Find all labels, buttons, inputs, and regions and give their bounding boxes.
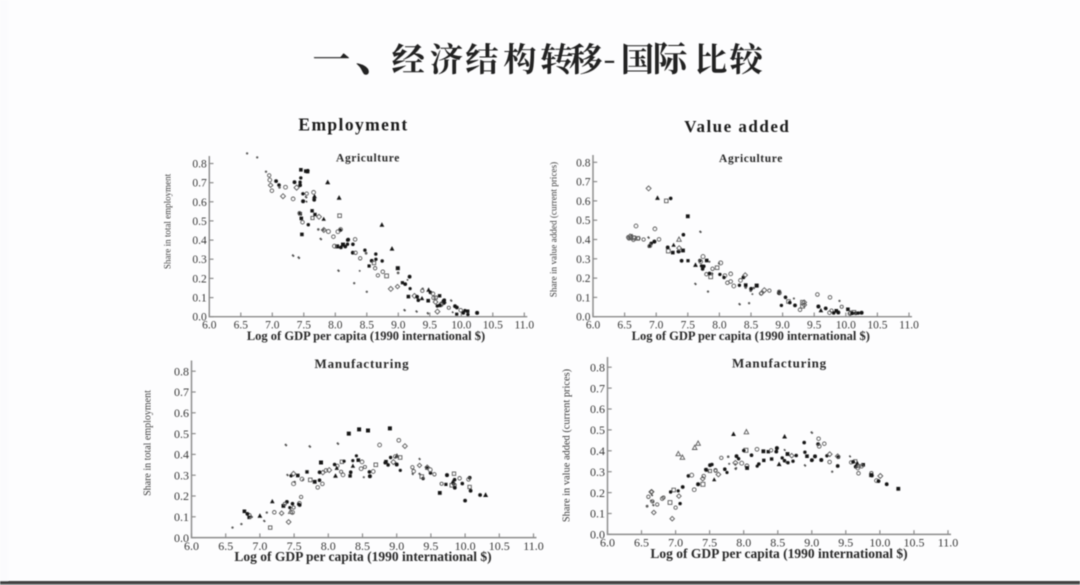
svg-text:0.6: 0.6 [576, 196, 591, 208]
svg-text:9.0: 9.0 [389, 539, 404, 553]
svg-text:6.5: 6.5 [634, 536, 649, 550]
svg-text:10.5: 10.5 [904, 536, 925, 550]
svg-text:0.7: 0.7 [576, 177, 591, 189]
svg-text:8.5: 8.5 [360, 320, 375, 332]
svg-text:Manufacturing: Manufacturing [732, 356, 827, 371]
svg-text:7.0: 7.0 [252, 539, 267, 553]
svg-text:8.0: 8.0 [736, 536, 751, 550]
svg-text:11.0: 11.0 [514, 320, 534, 332]
svg-text:0.7: 0.7 [174, 385, 189, 399]
svg-text:0.6: 0.6 [192, 197, 207, 209]
svg-text:6.0: 6.0 [202, 320, 217, 332]
svg-text:Log of GDP per capita (1990 in: Log of GDP per capita (1990 internationa… [650, 546, 907, 561]
svg-text:0.0: 0.0 [192, 312, 207, 324]
svg-text:8.5: 8.5 [744, 320, 759, 332]
svg-text:11.0: 11.0 [523, 539, 544, 553]
svg-text:11.0: 11.0 [938, 536, 959, 550]
svg-text:Manufacturing: Manufacturing [315, 356, 410, 371]
svg-text:0.1: 0.1 [576, 292, 591, 304]
svg-text:Share in value added (current: Share in value added (current prices) [562, 369, 573, 522]
svg-text:Agriculture: Agriculture [719, 153, 783, 165]
svg-text:7.5: 7.5 [681, 320, 696, 332]
svg-text:0.5: 0.5 [174, 427, 189, 441]
svg-text:11.0: 11.0 [899, 320, 919, 332]
svg-text:8.5: 8.5 [355, 539, 370, 553]
svg-text:9.5: 9.5 [807, 320, 822, 332]
svg-text:Share in value added (current: Share in value added (current prices) [549, 162, 559, 297]
svg-text:0.7: 0.7 [590, 381, 605, 395]
svg-text:10.0: 10.0 [451, 320, 471, 332]
svg-text:10.0: 10.0 [869, 536, 890, 550]
svg-text:8.0: 8.0 [321, 539, 336, 553]
svg-text:0.0: 0.0 [576, 312, 591, 324]
svg-text:0.5: 0.5 [590, 423, 605, 437]
svg-text:0.6: 0.6 [174, 406, 189, 420]
svg-text:9.0: 9.0 [775, 320, 790, 332]
svg-text:7.0: 7.0 [265, 320, 280, 332]
svg-text:0.2: 0.2 [174, 489, 189, 503]
svg-text:Value added: Value added [684, 117, 790, 136]
svg-text:6.0: 6.0 [600, 536, 615, 550]
svg-text:0.6: 0.6 [590, 402, 605, 416]
svg-text:7.5: 7.5 [297, 320, 312, 332]
svg-text:0.4: 0.4 [174, 448, 189, 462]
svg-text:8.5: 8.5 [770, 536, 785, 550]
svg-text:0.1: 0.1 [590, 507, 605, 521]
svg-text:7.5: 7.5 [702, 536, 717, 550]
svg-text:Share in total employment: Share in total employment [143, 390, 154, 496]
svg-text:0.1: 0.1 [174, 510, 189, 524]
svg-text:0.0: 0.0 [590, 528, 605, 542]
svg-text:0.4: 0.4 [192, 235, 207, 247]
svg-text:0.0: 0.0 [174, 531, 189, 545]
svg-text:0.5: 0.5 [192, 216, 207, 228]
svg-text:7.0: 7.0 [668, 536, 683, 550]
svg-text:9.5: 9.5 [423, 539, 438, 553]
svg-text:0.8: 0.8 [576, 157, 591, 169]
svg-text:Log of GDP per capita (1990 in: Log of GDP per capita (1990 internationa… [247, 329, 485, 343]
svg-text:Log of GDP per capita (1990 in: Log of GDP per capita (1990 internationa… [234, 549, 491, 564]
svg-text:0.3: 0.3 [576, 254, 591, 266]
svg-text:10.0: 10.0 [836, 320, 856, 332]
svg-text:0.7: 0.7 [192, 178, 207, 190]
svg-text:0.3: 0.3 [590, 465, 605, 479]
svg-text:6.5: 6.5 [617, 320, 632, 332]
svg-text:0.3: 0.3 [192, 254, 207, 266]
svg-text:0.2: 0.2 [576, 273, 591, 285]
svg-text:0.8: 0.8 [192, 159, 207, 171]
svg-text:0.4: 0.4 [576, 235, 591, 247]
svg-text:6.5: 6.5 [234, 320, 249, 332]
svg-text:7.0: 7.0 [649, 320, 664, 332]
svg-text:9.0: 9.0 [804, 536, 819, 550]
svg-text:8.0: 8.0 [328, 320, 343, 332]
svg-text:7.5: 7.5 [287, 539, 302, 553]
svg-text:0.2: 0.2 [590, 486, 605, 500]
svg-text:0.8: 0.8 [590, 360, 605, 374]
svg-text:Log of GDP per capita (1990 in: Log of GDP per capita (1990 internationa… [632, 329, 870, 343]
svg-text:9.5: 9.5 [423, 320, 438, 332]
svg-text:Agriculture: Agriculture [336, 153, 400, 165]
svg-text:10.5: 10.5 [867, 320, 887, 332]
svg-text:0.5: 0.5 [576, 215, 591, 227]
svg-text:0.2: 0.2 [192, 273, 207, 285]
svg-text:0.3: 0.3 [174, 468, 189, 482]
svg-text:Share in total employment: Share in total employment [163, 173, 173, 269]
svg-text:10.0: 10.0 [455, 539, 476, 553]
svg-text:0.1: 0.1 [192, 293, 207, 305]
svg-text:9.0: 9.0 [391, 320, 406, 332]
svg-text:10.5: 10.5 [483, 320, 503, 332]
svg-text:8.0: 8.0 [712, 320, 727, 332]
svg-text:0.4: 0.4 [590, 444, 605, 458]
svg-text:6.5: 6.5 [218, 539, 233, 553]
svg-text:10.5: 10.5 [489, 539, 510, 553]
svg-text:6.0: 6.0 [586, 320, 601, 332]
svg-text:6.0: 6.0 [184, 539, 199, 553]
svg-text:9.5: 9.5 [838, 536, 853, 550]
svg-text:Employment: Employment [298, 115, 408, 135]
svg-text:0.8: 0.8 [174, 364, 189, 378]
